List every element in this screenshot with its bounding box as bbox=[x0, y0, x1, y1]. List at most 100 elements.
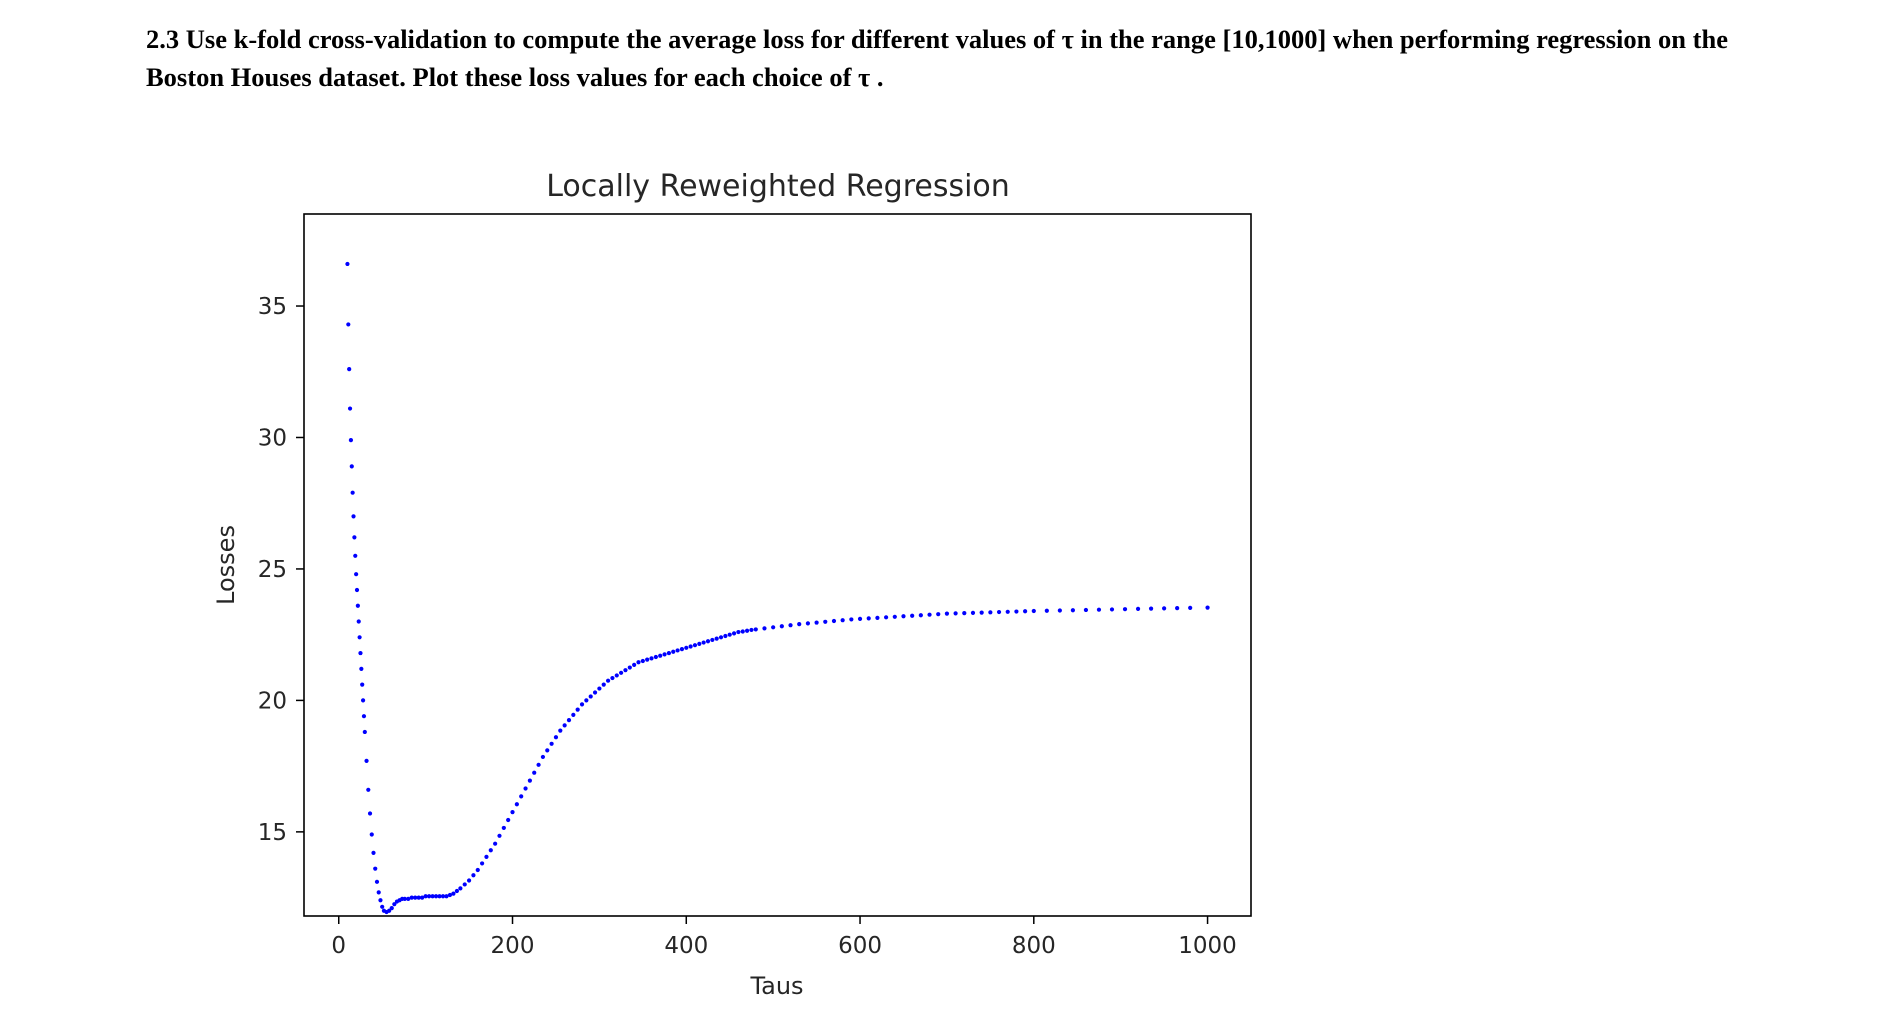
data-point bbox=[970, 610, 976, 615]
data-point bbox=[1109, 607, 1115, 612]
data-point bbox=[420, 895, 425, 900]
data-point bbox=[345, 261, 350, 267]
data-point bbox=[1023, 609, 1028, 614]
data-point bbox=[501, 825, 506, 831]
data-point bbox=[636, 660, 641, 665]
data-point bbox=[367, 811, 373, 816]
data-point bbox=[749, 627, 754, 633]
data-point bbox=[649, 656, 654, 661]
data-point bbox=[371, 850, 376, 856]
data-point bbox=[347, 367, 352, 372]
data-point bbox=[1135, 606, 1141, 612]
data-point bbox=[402, 896, 407, 902]
data-point bbox=[356, 619, 361, 624]
data-point bbox=[374, 879, 380, 884]
data-point bbox=[366, 787, 371, 792]
question-text: 2.3 Use k-fold cross-validation to compu… bbox=[146, 24, 1728, 92]
x-tick-label: 0 bbox=[331, 933, 346, 959]
data-point bbox=[354, 587, 360, 593]
data-point bbox=[632, 662, 637, 668]
data-point bbox=[506, 817, 511, 823]
data-point bbox=[1175, 606, 1180, 611]
data-point bbox=[566, 718, 572, 723]
data-point bbox=[359, 666, 364, 671]
data-point bbox=[597, 686, 602, 691]
data-point bbox=[610, 675, 615, 681]
data-point bbox=[619, 670, 624, 675]
x-axis-label: Taus bbox=[749, 972, 803, 1000]
x-axis-ticks: 0 200 400 600 800 1000 bbox=[331, 916, 1237, 959]
x-tick-label: 200 bbox=[491, 933, 535, 959]
data-point bbox=[527, 778, 532, 783]
data-point bbox=[347, 406, 353, 411]
x-tick-label: 1000 bbox=[1178, 933, 1237, 959]
data-point bbox=[875, 615, 880, 620]
data-point bbox=[353, 553, 358, 558]
data-point bbox=[351, 514, 356, 519]
data-point bbox=[406, 896, 411, 902]
data-point bbox=[361, 714, 367, 719]
data-point bbox=[849, 617, 854, 622]
data-point bbox=[348, 438, 354, 443]
data-point bbox=[575, 707, 580, 712]
data-point bbox=[462, 882, 467, 887]
data-point bbox=[1083, 607, 1089, 613]
data-point bbox=[814, 620, 819, 625]
data-point bbox=[736, 629, 741, 635]
data-point bbox=[1057, 608, 1062, 613]
data-point bbox=[697, 641, 702, 646]
data-point bbox=[1122, 607, 1128, 612]
data-point bbox=[549, 741, 554, 746]
x-tick-label: 400 bbox=[664, 933, 708, 959]
data-point bbox=[523, 786, 528, 791]
data-point bbox=[805, 621, 811, 626]
y-tick-label: 20 bbox=[258, 688, 287, 714]
data-point bbox=[653, 654, 658, 660]
y-tick-label: 15 bbox=[258, 820, 287, 846]
data-point bbox=[1014, 609, 1019, 614]
data-point bbox=[1205, 605, 1210, 610]
data-point bbox=[488, 848, 493, 853]
data-point bbox=[605, 678, 611, 683]
data-point bbox=[1070, 608, 1075, 613]
data-point bbox=[451, 891, 456, 896]
data-point bbox=[988, 610, 993, 615]
data-point bbox=[892, 614, 897, 619]
data-point bbox=[346, 322, 351, 327]
data-point bbox=[823, 619, 828, 624]
data-point bbox=[753, 627, 758, 632]
data-point bbox=[675, 648, 680, 653]
data-point bbox=[979, 610, 984, 615]
data-point bbox=[684, 645, 689, 650]
data-point bbox=[493, 841, 498, 846]
data-point bbox=[519, 794, 524, 799]
data-point bbox=[437, 894, 442, 899]
data-point bbox=[369, 832, 374, 837]
data-point bbox=[658, 653, 663, 658]
data-point bbox=[1188, 605, 1193, 610]
data-point bbox=[927, 612, 932, 617]
data-point bbox=[884, 615, 889, 620]
data-point bbox=[666, 650, 672, 656]
data-point bbox=[996, 609, 1002, 615]
data-point bbox=[592, 690, 598, 695]
data-point bbox=[387, 908, 392, 913]
data-point bbox=[354, 572, 359, 577]
data-point bbox=[723, 633, 728, 639]
data-point bbox=[901, 614, 906, 619]
data-point bbox=[714, 636, 719, 641]
data-point bbox=[480, 861, 485, 866]
y-tick-label: 35 bbox=[258, 294, 287, 320]
data-point bbox=[423, 894, 428, 899]
data-point bbox=[475, 867, 480, 873]
data-point bbox=[771, 625, 776, 630]
data-point bbox=[918, 613, 923, 618]
data-point bbox=[350, 490, 355, 495]
y-tick-label: 30 bbox=[258, 425, 287, 451]
data-point bbox=[640, 658, 645, 664]
data-point bbox=[840, 618, 845, 623]
data-point bbox=[458, 886, 463, 891]
data-point bbox=[510, 810, 515, 815]
data-point bbox=[444, 894, 449, 899]
data-point bbox=[440, 894, 446, 899]
